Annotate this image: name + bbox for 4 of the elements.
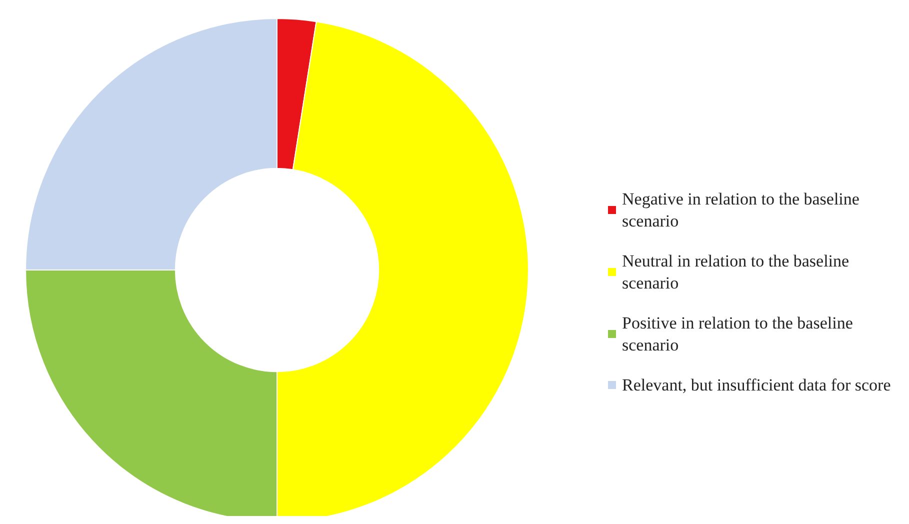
legend-label: Relevant, but insufficient data for score bbox=[622, 376, 891, 394]
legend-label: Neutral in relation to the baseline scenario bbox=[622, 252, 854, 292]
legend-label: Positive in relation to the baseline scenario bbox=[622, 314, 858, 354]
legend-label: Negative in relation to the baseline scenario bbox=[622, 190, 864, 230]
